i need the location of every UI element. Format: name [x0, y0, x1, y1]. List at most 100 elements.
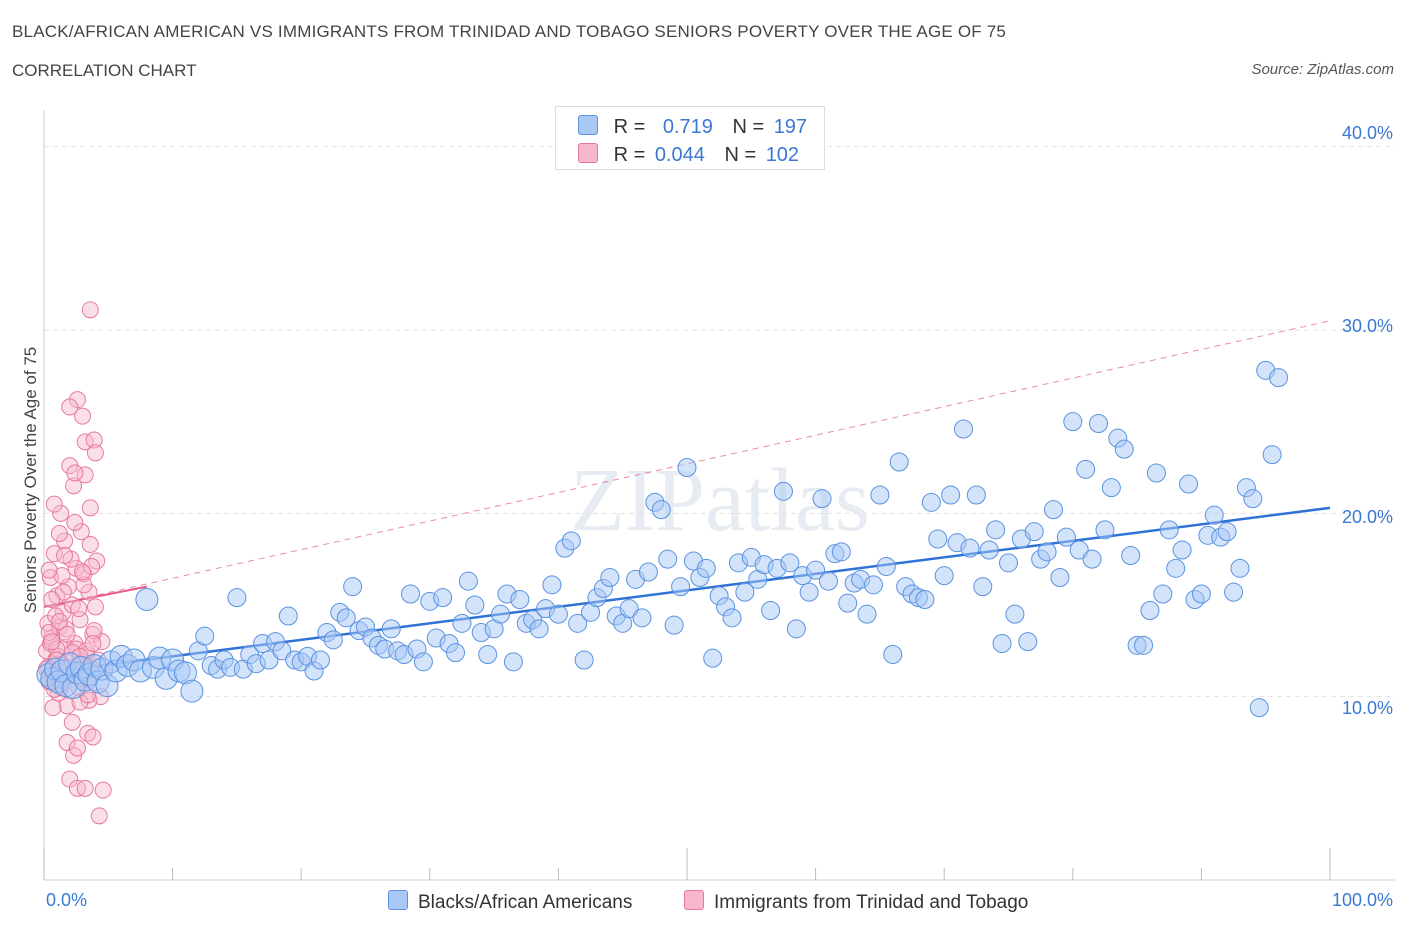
bottom-legend-pink: Immigrants from Trinidad and Tobago [684, 890, 1028, 914]
pink-point [81, 301, 99, 319]
blue-point [915, 590, 935, 609]
blue-point [1063, 412, 1083, 432]
blue-point [503, 652, 523, 672]
blue-point [1056, 527, 1076, 547]
blue-point [310, 650, 330, 670]
blue-point [941, 485, 961, 505]
blue-point [1179, 474, 1199, 494]
pink-point [72, 523, 90, 541]
bottom-legend-blue: Blacks/African Americans [388, 890, 632, 914]
legend-row-blue: R = 0.719 N = 197 [578, 115, 807, 139]
blue-point [1044, 500, 1064, 520]
blue-point [510, 590, 530, 609]
pink-point [58, 697, 76, 715]
stats-legend: R = 0.719 N = 197 R = 0.044 N = 102 [555, 106, 825, 170]
series-immigrants-trinidad-tobago [38, 301, 112, 825]
blue-point [1134, 635, 1154, 655]
chart-subtitle: CORRELATION CHART [12, 61, 197, 80]
blue-point [1140, 601, 1160, 620]
blue-point [1204, 505, 1224, 525]
blue-point [953, 419, 973, 439]
pink-point [76, 466, 94, 484]
blue-point [703, 648, 723, 668]
chart-title: BLACK/AFRICAN AMERICAN VS IMMIGRANTS FRO… [12, 22, 1007, 41]
blue-point [278, 606, 298, 626]
legend-r-label: R = [613, 144, 646, 166]
y-tick-label-40: 40.0% [1341, 123, 1393, 143]
blue-point [1076, 459, 1096, 479]
blue-point [979, 540, 999, 560]
pink-point [85, 431, 103, 449]
y-tick-label-20: 20.0% [1341, 507, 1393, 527]
blue-point [1172, 540, 1192, 560]
blue-point [664, 615, 684, 635]
legend-n-label: N = [732, 116, 765, 138]
blue-point [1089, 414, 1109, 433]
blue-point [806, 560, 826, 580]
blue-point [336, 608, 356, 628]
blue-point [761, 601, 781, 620]
pink-point [57, 620, 75, 638]
blue-point [735, 582, 755, 602]
y-axis-label: Seniors Poverty Over the Age of 75 [21, 346, 40, 614]
legend-r-value: 0.719 [662, 116, 713, 138]
blue-point [889, 452, 909, 472]
pink-point [45, 495, 63, 513]
blue-point [934, 566, 954, 586]
blue-point [1224, 582, 1244, 602]
blue-point [452, 613, 472, 633]
pink-point [66, 464, 84, 482]
pink-point [71, 611, 89, 629]
blue-point [529, 619, 549, 639]
blue-point [986, 520, 1006, 540]
x-tick-label-min: 0.0% [46, 890, 88, 910]
blue-point [1159, 520, 1179, 540]
pink-point [81, 499, 99, 517]
pink-point [85, 622, 103, 640]
blue-point [1069, 540, 1089, 560]
pink-swatch [578, 143, 598, 163]
blue-point [773, 481, 793, 501]
blue-point [433, 588, 453, 608]
pink-point [90, 807, 108, 825]
pink-point [43, 591, 61, 608]
blue-point [1191, 584, 1211, 604]
pink-point [74, 407, 92, 425]
blue-point [632, 608, 652, 628]
blue-point [619, 599, 639, 619]
blue-point [928, 529, 948, 549]
pink-point [43, 633, 61, 651]
pink-point [66, 514, 84, 531]
pink-point [44, 699, 62, 717]
blue-point [568, 613, 588, 633]
blue-point [722, 608, 742, 628]
blue-point [1243, 489, 1263, 509]
pink-point [83, 558, 101, 575]
pink-point [56, 547, 74, 564]
blue-point [857, 604, 877, 624]
pink-point [75, 576, 93, 594]
blue-point [180, 679, 204, 703]
pink-point [40, 561, 58, 579]
blue-point [780, 553, 800, 573]
blue-point [600, 568, 620, 587]
blue-point [1024, 522, 1044, 542]
pink-point [81, 536, 99, 553]
blue-point [561, 531, 581, 551]
blue-point [1146, 463, 1166, 483]
pink-point [74, 563, 92, 581]
blue-point [1095, 520, 1115, 540]
pink-point [84, 728, 102, 746]
blue-point [966, 485, 986, 505]
pink-point [86, 444, 104, 462]
blue-point [542, 575, 562, 595]
pink-point [61, 398, 79, 416]
grid-lines [44, 146, 1395, 698]
legend-n-value: 102 [765, 144, 800, 166]
pink-point [86, 598, 104, 616]
blue-point [638, 562, 658, 582]
blue-point [458, 571, 478, 591]
blue-point [1005, 604, 1025, 624]
blue-point [799, 582, 819, 602]
blue-swatch [578, 115, 598, 135]
